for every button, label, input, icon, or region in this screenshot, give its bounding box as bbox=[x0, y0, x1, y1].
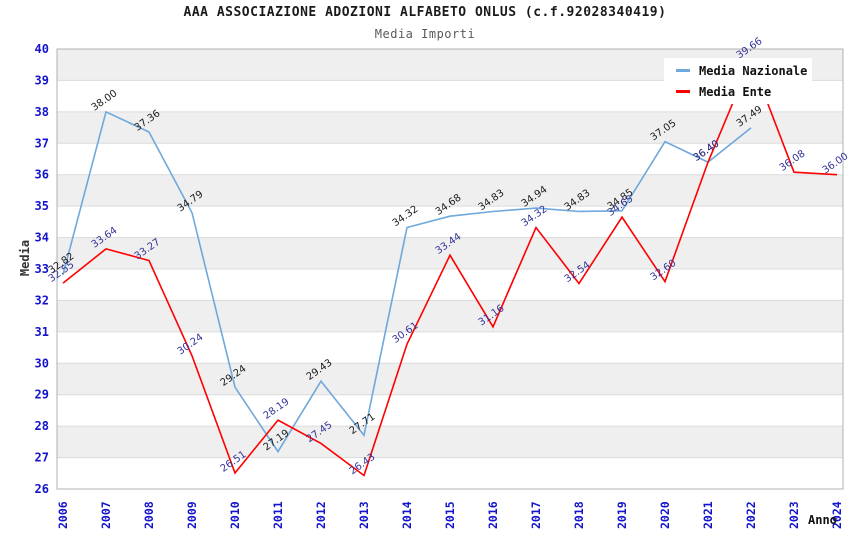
y-tick-label: 36 bbox=[35, 168, 49, 182]
x-tick-label: 2012 bbox=[314, 501, 328, 529]
legend-item-media-ente: Media Ente bbox=[676, 85, 812, 99]
x-axis-title: Anno bbox=[808, 513, 837, 527]
legend-item-media-nazionale: Media Nazionale bbox=[676, 64, 812, 78]
x-tick-label: 2009 bbox=[185, 501, 199, 529]
y-tick-label: 33 bbox=[35, 262, 49, 276]
grid-band bbox=[57, 363, 843, 395]
y-tick-label: 27 bbox=[35, 451, 49, 465]
x-tick-label: 2015 bbox=[443, 501, 457, 529]
y-tick-label: 40 bbox=[35, 42, 49, 56]
y-tick-label: 32 bbox=[35, 293, 49, 307]
legend-label-media-nazionale: Media Nazionale bbox=[699, 63, 808, 78]
legend-swatch-media-nazionale bbox=[676, 69, 690, 72]
y-tick-label: 31 bbox=[35, 325, 49, 339]
x-tick-label: 2006 bbox=[56, 501, 70, 529]
grid-band bbox=[57, 426, 843, 458]
y-tick-label: 39 bbox=[35, 73, 49, 87]
x-tick-label: 2018 bbox=[572, 501, 586, 529]
x-tick-label: 2011 bbox=[271, 501, 285, 529]
y-tick-label: 28 bbox=[35, 419, 49, 433]
grid-band bbox=[57, 111, 843, 144]
x-tick-label: 2014 bbox=[400, 501, 414, 529]
y-tick-label: 29 bbox=[35, 388, 49, 402]
plot-border bbox=[56, 48, 844, 490]
grid-band bbox=[57, 174, 843, 207]
legend-swatch-media-ente bbox=[676, 90, 690, 93]
x-tick-label: 2013 bbox=[357, 501, 371, 529]
y-tick-label: 34 bbox=[35, 231, 49, 245]
line-media-ente bbox=[62, 57, 838, 477]
chart-subtitle: Media Importi bbox=[374, 27, 476, 41]
x-tick-label: 2010 bbox=[228, 501, 242, 529]
line-media-nazionale bbox=[62, 110, 752, 454]
y-tick-label: 30 bbox=[35, 356, 49, 370]
x-tick-label: 2021 bbox=[701, 501, 715, 529]
x-tick-label: 2022 bbox=[744, 501, 758, 529]
grid-band bbox=[57, 300, 843, 332]
x-tick-label: 2019 bbox=[615, 501, 629, 529]
x-tick-label: 2023 bbox=[787, 501, 801, 529]
legend: Media Nazionale Media Ente bbox=[664, 58, 812, 104]
grid-band bbox=[57, 237, 843, 269]
x-tick-label: 2016 bbox=[486, 501, 500, 529]
x-tick-label: 2007 bbox=[99, 501, 113, 529]
x-tick-label: 2017 bbox=[529, 501, 543, 529]
y-tick-label: 35 bbox=[35, 199, 49, 213]
legend-label-media-ente: Media Ente bbox=[699, 84, 772, 99]
y-axis-title: Media bbox=[18, 239, 32, 277]
y-tick-label: 38 bbox=[35, 105, 49, 119]
x-tick-label: 2020 bbox=[658, 501, 672, 529]
chart-title: AAA ASSOCIAZIONE ADOZIONI ALFABETO ONLUS… bbox=[183, 5, 667, 20]
y-tick-label: 37 bbox=[35, 136, 49, 150]
x-tick-label: 2008 bbox=[142, 501, 156, 529]
y-tick-label: 26 bbox=[35, 482, 49, 496]
x-tick-label: 2024 bbox=[830, 501, 844, 529]
